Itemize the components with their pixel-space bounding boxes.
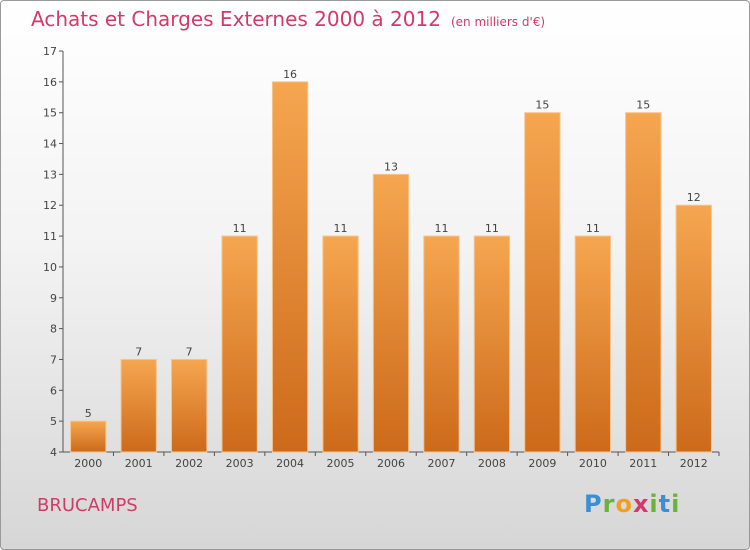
y-tick-label: 11 bbox=[43, 230, 57, 243]
bar-2005 bbox=[322, 235, 359, 453]
data-label-2011: 15 bbox=[636, 99, 650, 112]
y-tick-label: 10 bbox=[43, 261, 57, 274]
data-label-2004: 16 bbox=[283, 68, 297, 81]
bar-2003 bbox=[221, 235, 258, 453]
x-tick-label-2000: 2000 bbox=[74, 457, 102, 470]
x-tick-label-2009: 2009 bbox=[528, 457, 556, 470]
proxiti-logo: Proxiti bbox=[584, 490, 680, 518]
x-tick-label-2003: 2003 bbox=[226, 457, 254, 470]
data-label-2003: 11 bbox=[233, 222, 247, 235]
x-tick-label-2006: 2006 bbox=[377, 457, 405, 470]
x-tick-label-2005: 2005 bbox=[327, 457, 355, 470]
logo-letter: o bbox=[615, 490, 633, 518]
x-tick-label-2004: 2004 bbox=[276, 457, 304, 470]
y-tick-label: 4 bbox=[50, 446, 57, 459]
bar-2001 bbox=[120, 358, 157, 453]
logo-letter: r bbox=[602, 490, 616, 518]
data-label-2005: 11 bbox=[334, 222, 348, 235]
axes: 4 5 6 7 8 9 10 11 12 13 14 15 16 17 2000 2001 2002 2003 20… bbox=[43, 45, 720, 470]
y-tick-label: 16 bbox=[43, 76, 57, 89]
x-tick-label-2001: 2001 bbox=[125, 457, 153, 470]
logo-letter: i bbox=[649, 490, 659, 518]
data-label-2007: 11 bbox=[434, 222, 448, 235]
y-tick-label: 14 bbox=[43, 138, 57, 151]
y-tick-label: 15 bbox=[43, 107, 57, 120]
chart-header: Achats et Charges Externes 2000 à 2012 (e… bbox=[31, 7, 545, 31]
x-tick-label-2007: 2007 bbox=[427, 457, 455, 470]
x-tick-label-2012: 2012 bbox=[680, 457, 708, 470]
data-label-2001: 7 bbox=[135, 345, 142, 358]
x-tick-label-2011: 2011 bbox=[629, 457, 657, 470]
data-labels: 5 7 7 11 16 11 13 11 11 15 11 15 12 bbox=[85, 68, 701, 420]
bar-2009 bbox=[524, 112, 561, 453]
data-label-2008: 11 bbox=[485, 222, 499, 235]
bar-2012 bbox=[675, 204, 712, 453]
data-label-2002: 7 bbox=[186, 345, 193, 358]
y-tick-label: 8 bbox=[50, 323, 57, 336]
y-tick-label: 9 bbox=[50, 292, 57, 305]
data-label-2009: 15 bbox=[535, 99, 549, 112]
bar-2002 bbox=[170, 358, 208, 453]
data-label-2010: 11 bbox=[586, 222, 600, 235]
logo-letter: P bbox=[584, 490, 603, 518]
x-tick-label-2010: 2010 bbox=[579, 457, 607, 470]
y-tick-label: 5 bbox=[50, 415, 57, 428]
y-tick-label: 13 bbox=[43, 168, 57, 181]
data-label-2006: 13 bbox=[384, 160, 398, 173]
y-tick-label: 17 bbox=[43, 45, 57, 58]
bar-2011 bbox=[625, 112, 662, 453]
x-tick-label-2008: 2008 bbox=[478, 457, 506, 470]
bar-2010 bbox=[574, 235, 612, 453]
logo-letter: i bbox=[671, 490, 681, 518]
logo-letter: x bbox=[632, 490, 650, 518]
data-label-2000: 5 bbox=[85, 407, 92, 420]
bar-2007 bbox=[423, 235, 460, 453]
bar-2008 bbox=[473, 235, 511, 453]
y-tick-label: 12 bbox=[43, 199, 57, 212]
bar-2000 bbox=[70, 420, 107, 453]
bars bbox=[70, 81, 712, 453]
x-tick-label-2002: 2002 bbox=[175, 457, 203, 470]
y-tick-label: 6 bbox=[50, 384, 57, 397]
chart-units: (en milliers d'€) bbox=[450, 15, 546, 29]
bar-2004 bbox=[271, 81, 309, 453]
bar-2006 bbox=[372, 173, 410, 453]
y-tick-label: 7 bbox=[50, 353, 57, 366]
chart-title: Achats et Charges Externes 2000 à 2012 bbox=[31, 7, 441, 31]
logo-letter: t bbox=[658, 490, 672, 518]
commune-name: BRUCAMPS bbox=[37, 495, 138, 516]
data-label-2012: 12 bbox=[687, 191, 701, 204]
